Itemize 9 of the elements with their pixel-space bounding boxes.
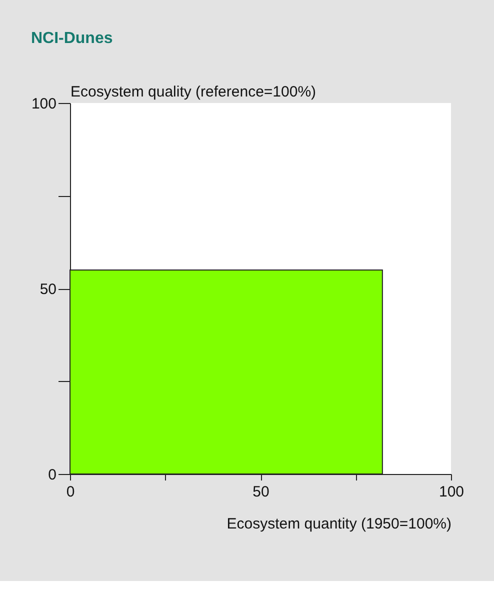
chart-title: NCI-Dunes <box>30 30 113 47</box>
x-tick-label: 50 <box>252 484 270 500</box>
x-axis-title: Ecosystem quantity (1950=100%) <box>226 516 452 532</box>
y-axis-title: Ecosystem quality (reference=100%) <box>70 84 316 100</box>
y-tick-label: 0 <box>48 466 56 484</box>
y-tick-label: 100 <box>31 96 56 112</box>
x-tick-label: 100 <box>438 484 464 500</box>
x-tick-label: 0 <box>66 484 75 500</box>
y-tick-label: 50 <box>40 281 56 298</box>
